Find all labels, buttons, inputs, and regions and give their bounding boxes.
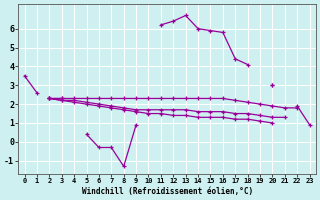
X-axis label: Windchill (Refroidissement éolien,°C): Windchill (Refroidissement éolien,°C) (82, 187, 253, 196)
